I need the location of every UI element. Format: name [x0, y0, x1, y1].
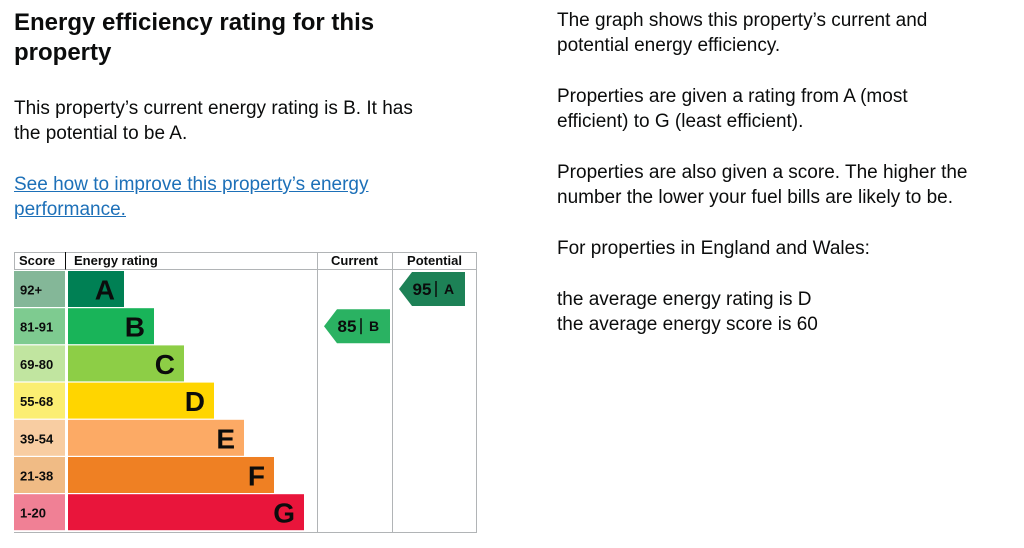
summary-line: the potential to be A. — [14, 123, 188, 144]
description-line: potential energy efficiency. — [557, 35, 781, 56]
score-cell-e — [14, 419, 65, 456]
england-wales-intro-line: For properties in England and Wales: — [557, 238, 870, 259]
band-bar-g — [68, 494, 304, 531]
band-letter-c: C — [155, 349, 175, 380]
score-explanation: Properties are also given a score. The h… — [557, 160, 1017, 210]
band-letter-a: A — [95, 275, 115, 306]
score-range-f: 21-38 — [20, 469, 53, 484]
score-range-c: 69-80 — [20, 357, 53, 372]
improve-performance-link[interactable]: See how to improve this property’s energ… — [14, 172, 484, 222]
band-bar-b — [68, 308, 154, 345]
score-explanation-line: Properties are also given a score. The h… — [557, 162, 968, 183]
col-header-energy-rating: Energy rating — [74, 253, 158, 268]
england-wales-intro: For properties in England and Wales: — [557, 236, 1017, 261]
band-bar-a — [68, 271, 124, 307]
page-title: Energy efficiency rating for this proper… — [14, 8, 484, 68]
description-line: The graph shows this property’s current … — [557, 10, 928, 31]
score-range-a: 92+ — [20, 283, 42, 298]
rating-explanation-line: Properties are given a rating from A (mo… — [557, 86, 908, 107]
band-bar-d — [68, 382, 214, 419]
band-letter-e: E — [216, 423, 235, 454]
band-letter-b: B — [125, 312, 145, 343]
potential-pointer — [399, 272, 465, 306]
left-column: Energy efficiency rating for this proper… — [14, 0, 484, 548]
score-cell-f — [14, 457, 65, 493]
rating-explanation-line: efficient) to G (least efficient). — [557, 111, 804, 132]
score-range-d: 55-68 — [20, 394, 53, 409]
rating-explanation: Properties are given a rating from A (mo… — [557, 84, 1017, 134]
col-header-current: Current — [331, 253, 379, 268]
summary-line: This property’s current energy rating is… — [14, 98, 413, 119]
score-explanation-line: number the lower your fuel bills are lik… — [557, 187, 954, 208]
col-header-potential: Potential — [407, 253, 462, 268]
epc-chart-svg: 92+ A 81-91 B 69-80 C 55-68 D 39-54 E 21-38 F 1-20 G S… — [14, 252, 477, 533]
right-column: The graph shows this property’s current … — [557, 0, 1017, 548]
page-title-line: Energy efficiency rating for this — [14, 9, 375, 36]
band-bar-c — [68, 345, 184, 382]
average-score-line: the average energy score is 60 — [557, 314, 818, 335]
average-values: the average energy rating is D the avera… — [557, 287, 1017, 337]
band-letter-f: F — [248, 461, 265, 492]
score-cell-b — [14, 308, 65, 345]
current-pointer — [324, 309, 390, 344]
improve-performance-link-line[interactable]: performance. — [14, 199, 126, 220]
improve-performance-link-line[interactable]: See how to improve this property’s energ… — [14, 174, 369, 195]
potential-band: A — [444, 281, 454, 297]
potential-score: 95 — [413, 280, 432, 299]
average-rating-line: the average energy rating is D — [557, 289, 812, 310]
current-band: B — [369, 318, 379, 334]
band-letter-d: D — [185, 386, 205, 417]
score-cell-c — [14, 345, 65, 382]
page-title-line: property — [14, 39, 112, 66]
graph-description: The graph shows this property’s current … — [557, 8, 1017, 58]
score-cell-g — [14, 494, 65, 531]
current-rating-summary: This property’s current energy rating is… — [14, 96, 484, 146]
score-range-g: 1-20 — [20, 506, 46, 521]
band-letter-g: G — [273, 498, 295, 529]
band-bar-f — [68, 457, 274, 493]
score-cell-a — [14, 271, 65, 307]
band-bar-e — [68, 419, 244, 456]
epc-chart: 92+ A 81-91 B 69-80 C 55-68 D 39-54 E 21-38 F 1-20 G S… — [14, 252, 477, 539]
current-score: 85 — [338, 317, 357, 336]
score-cell-d — [14, 382, 65, 419]
score-range-b: 81-91 — [20, 320, 53, 335]
score-range-e: 39-54 — [20, 431, 54, 446]
col-header-score: Score — [19, 253, 55, 268]
